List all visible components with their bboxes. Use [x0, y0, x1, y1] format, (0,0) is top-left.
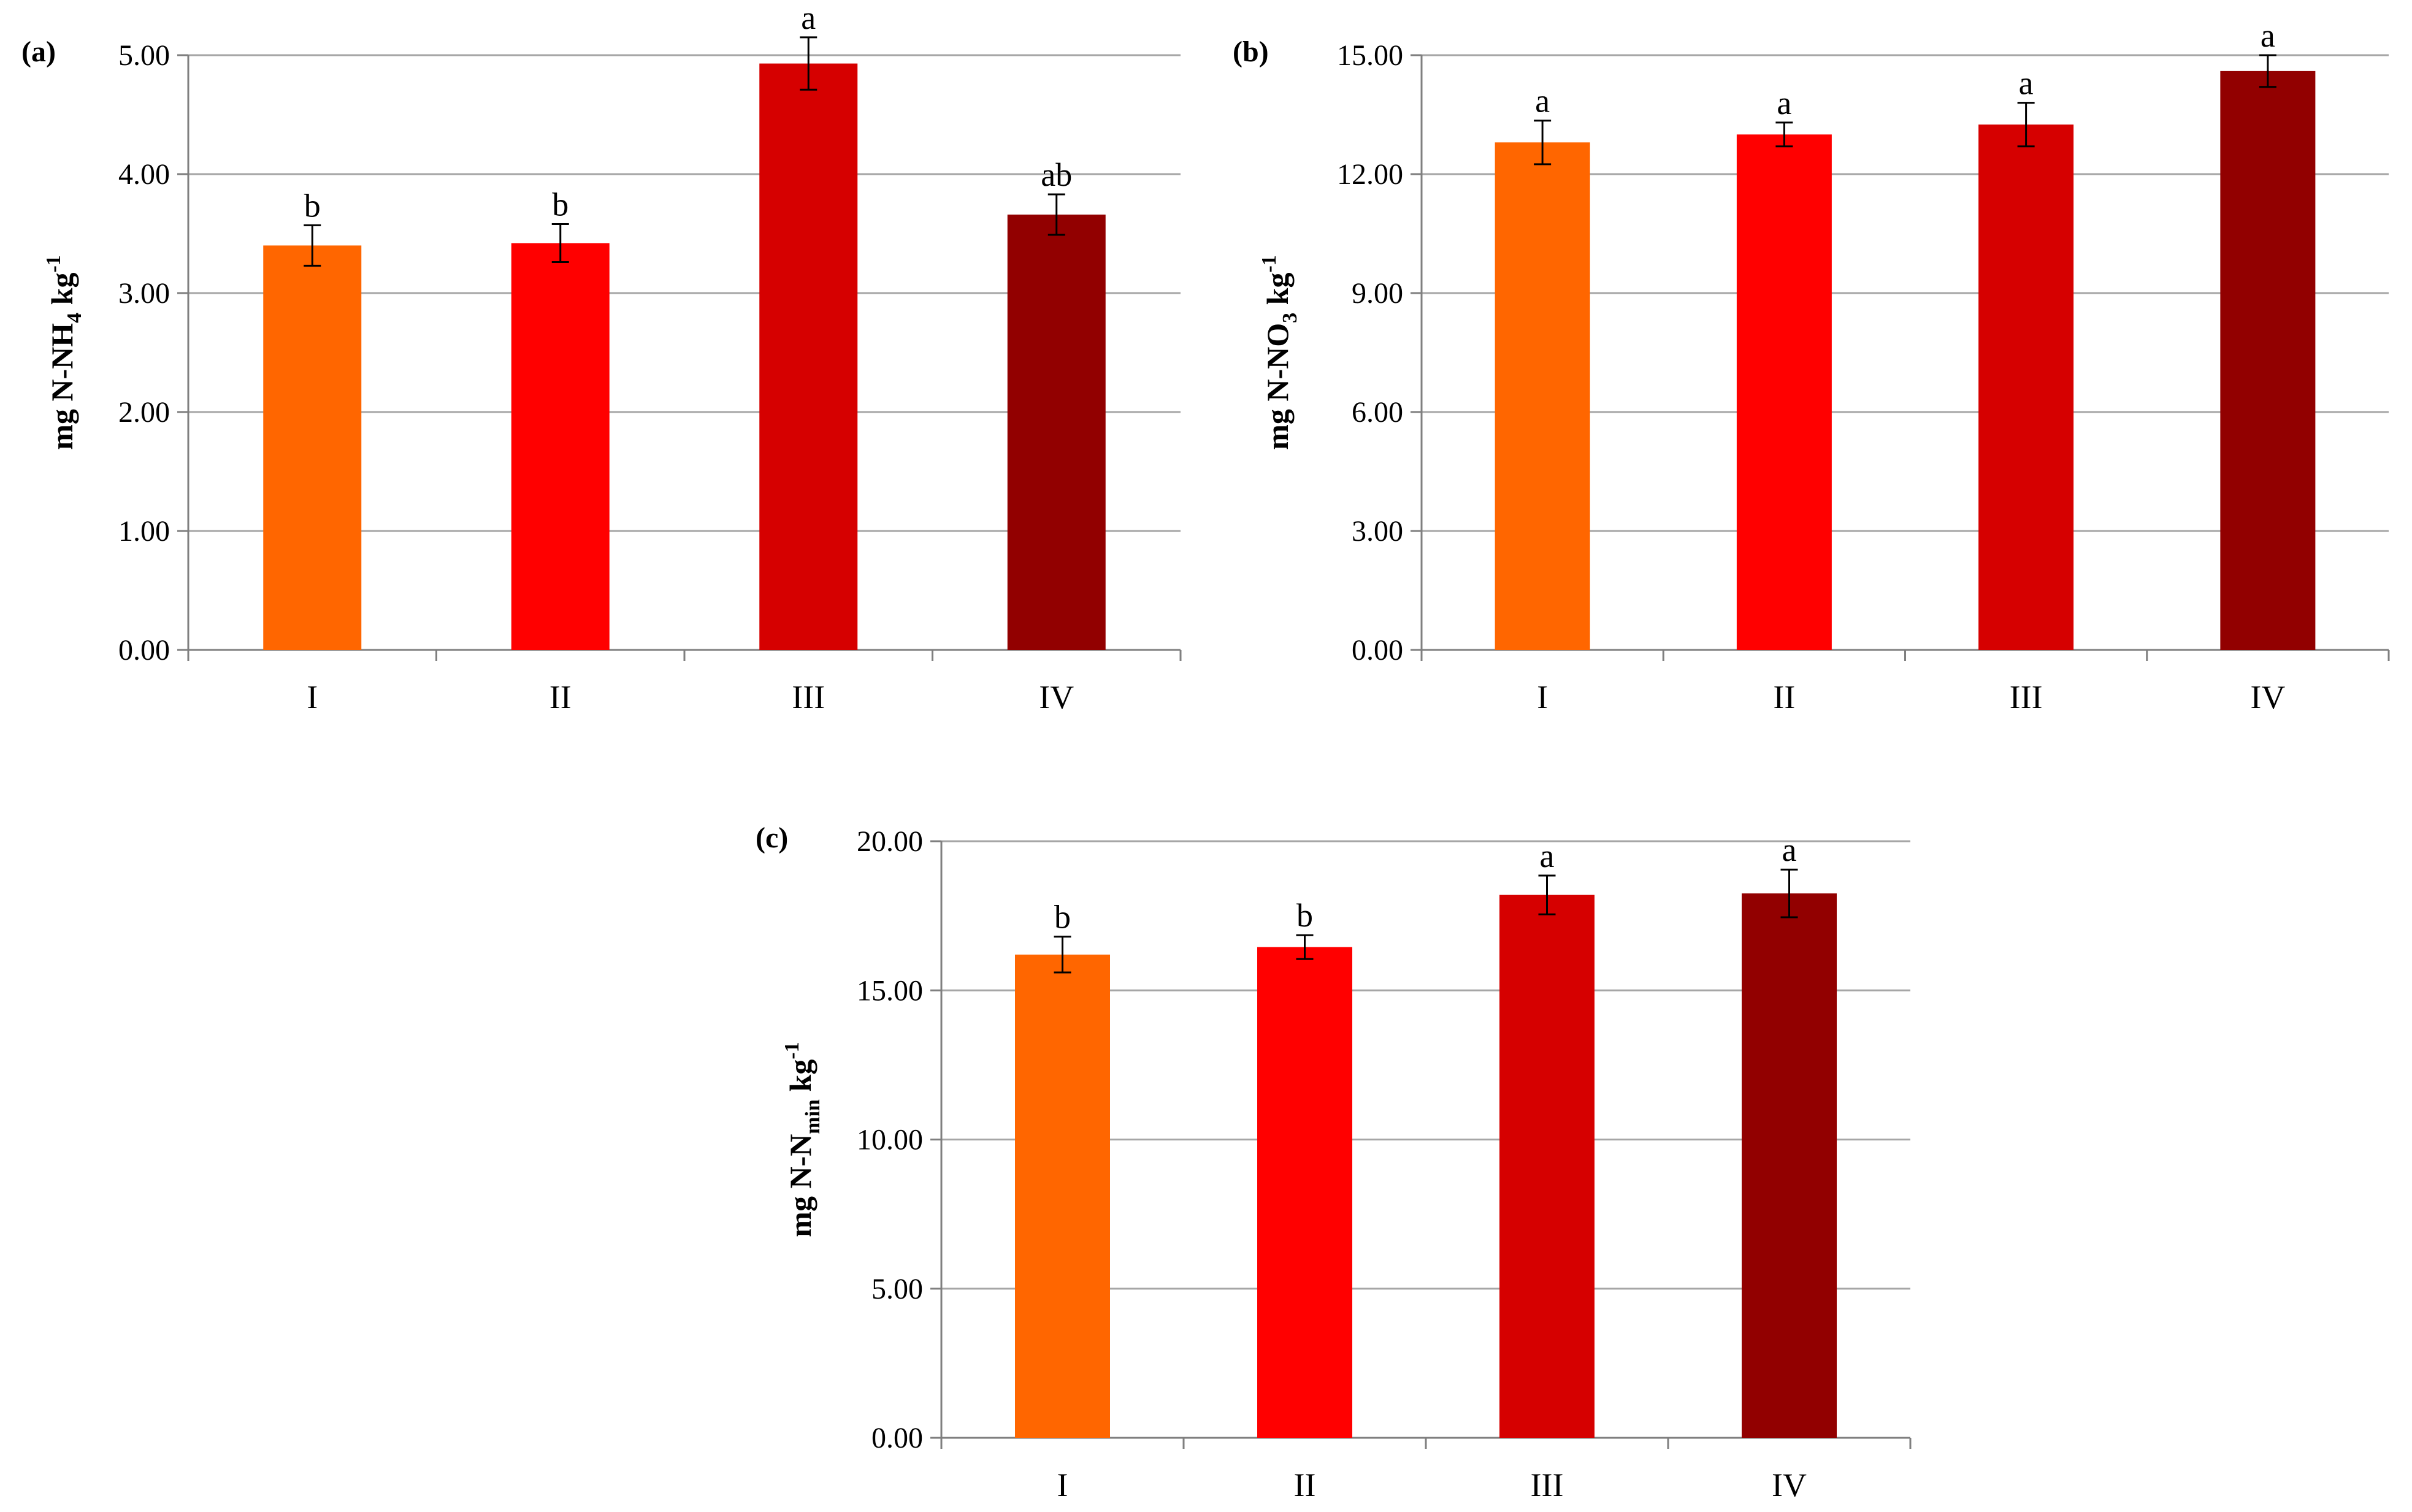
category-label: II — [1773, 679, 1795, 716]
error-bar — [800, 36, 817, 91]
significance-letter: b — [1296, 897, 1313, 934]
significance-letter: b — [304, 187, 321, 224]
significance-letter: b — [552, 186, 569, 223]
error-bar — [2259, 54, 2276, 88]
error-bar — [551, 223, 569, 264]
y-axis-label-unit: kg — [783, 1060, 817, 1099]
bar-II — [511, 243, 610, 650]
y-axis-label: mg N-NH4 kg-1 — [42, 255, 86, 450]
bar-IV — [1742, 893, 1837, 1438]
panel-label: (a) — [21, 36, 56, 68]
error-bar — [2017, 102, 2035, 148]
significance-letter: a — [2019, 65, 2034, 102]
y-tick-label: 0.00 — [871, 1422, 923, 1454]
y-tick-label: 20.00 — [857, 825, 923, 858]
y-axis-label-superscript: -1 — [1258, 255, 1281, 272]
category-label: I — [1057, 1467, 1068, 1503]
category-label: IV — [1039, 679, 1074, 716]
category-label: IV — [2250, 679, 2285, 716]
bar-I — [1495, 142, 1590, 650]
error-bar — [1534, 120, 1552, 166]
bar-IV — [1007, 214, 1106, 651]
y-axis-label-subscript: 3 — [1279, 313, 1301, 323]
y-axis-label-unit: kg — [45, 273, 79, 313]
significance-letter: ab — [1041, 156, 1072, 193]
chart-panel-3: 0.00 5.00 10.00 15.00 20.00 b Ib II a III a IV (c) mg… — [756, 822, 1912, 1503]
y-axis-label-superscript: -1 — [781, 1042, 803, 1059]
y-tick-label: 5.00 — [118, 39, 170, 72]
chart-panel-1: 0.00 1.00 2.00 3.00 4.00 5.00 b Ib II a III ab IV (a)… — [21, 0, 1182, 716]
bar-IV — [2220, 71, 2316, 650]
significance-letter: a — [2261, 17, 2275, 54]
bar-III — [1978, 124, 2074, 650]
y-tick-label: 4.00 — [118, 158, 170, 191]
chart-panel-2: 0.00 3.00 6.00 9.00 12.00 15.00 a Ia II a III a IV (b… — [1233, 17, 2390, 716]
y-tick-label: 9.00 — [1352, 277, 1403, 310]
error-bar — [1296, 934, 1314, 960]
y-axis-label-superscript: -1 — [42, 255, 65, 272]
bar-III — [1499, 895, 1595, 1438]
panel-label: (c) — [756, 822, 788, 854]
significance-letter: a — [1782, 831, 1797, 868]
y-tick-label: 10.00 — [857, 1124, 923, 1156]
category-label: I — [1537, 679, 1548, 716]
significance-letter: a — [1540, 838, 1555, 874]
y-axis-label-main: mg N-N — [783, 1134, 817, 1237]
y-tick-label: 12.00 — [1337, 158, 1403, 191]
category-label: I — [307, 679, 318, 716]
significance-letter: a — [801, 0, 816, 36]
y-tick-label: 15.00 — [1337, 39, 1403, 72]
significance-letter: a — [1777, 85, 1791, 121]
error-bar — [304, 224, 321, 267]
category-label: II — [1294, 1467, 1316, 1503]
y-axis-label-unit: kg — [1260, 273, 1295, 313]
error-bar — [1047, 193, 1065, 236]
category-label: IV — [1772, 1467, 1807, 1503]
error-bar — [1775, 121, 1793, 148]
y-tick-label: 5.00 — [871, 1273, 923, 1305]
bar-III — [759, 63, 858, 650]
y-axis-label-main: mg N-NO — [1260, 323, 1295, 450]
y-axis-label-subscript: 4 — [63, 313, 86, 323]
y-tick-label: 0.00 — [1352, 634, 1403, 666]
significance-letter: b — [1054, 899, 1071, 936]
panel-label: (b) — [1233, 36, 1269, 68]
bar-II — [1257, 947, 1352, 1438]
y-tick-label: 6.00 — [1352, 396, 1403, 429]
category-label: III — [1531, 1467, 1564, 1503]
y-axis-label: mg N-Nmin kg-1 — [781, 1042, 824, 1237]
y-tick-label: 3.00 — [118, 277, 170, 310]
y-axis-label-main: mg N-NH — [45, 323, 79, 450]
category-label: II — [549, 679, 572, 716]
y-tick-label: 3.00 — [1352, 515, 1403, 548]
y-tick-label: 15.00 — [857, 974, 923, 1007]
y-axis-label-subscript: min — [802, 1099, 824, 1134]
y-tick-label: 0.00 — [118, 634, 170, 666]
error-bar — [1538, 874, 1556, 915]
y-tick-label: 2.00 — [118, 396, 170, 429]
y-tick-label: 1.00 — [118, 515, 170, 548]
error-bar — [1780, 868, 1798, 918]
bar-I — [263, 245, 362, 650]
bar-II — [1736, 134, 1832, 651]
significance-letter: a — [1535, 83, 1550, 120]
error-bar — [1054, 936, 1071, 974]
y-axis-label: mg N-NO3 kg-1 — [1258, 255, 1301, 450]
category-label: III — [2010, 679, 2043, 716]
category-label: III — [792, 679, 825, 716]
bar-I — [1015, 954, 1110, 1438]
